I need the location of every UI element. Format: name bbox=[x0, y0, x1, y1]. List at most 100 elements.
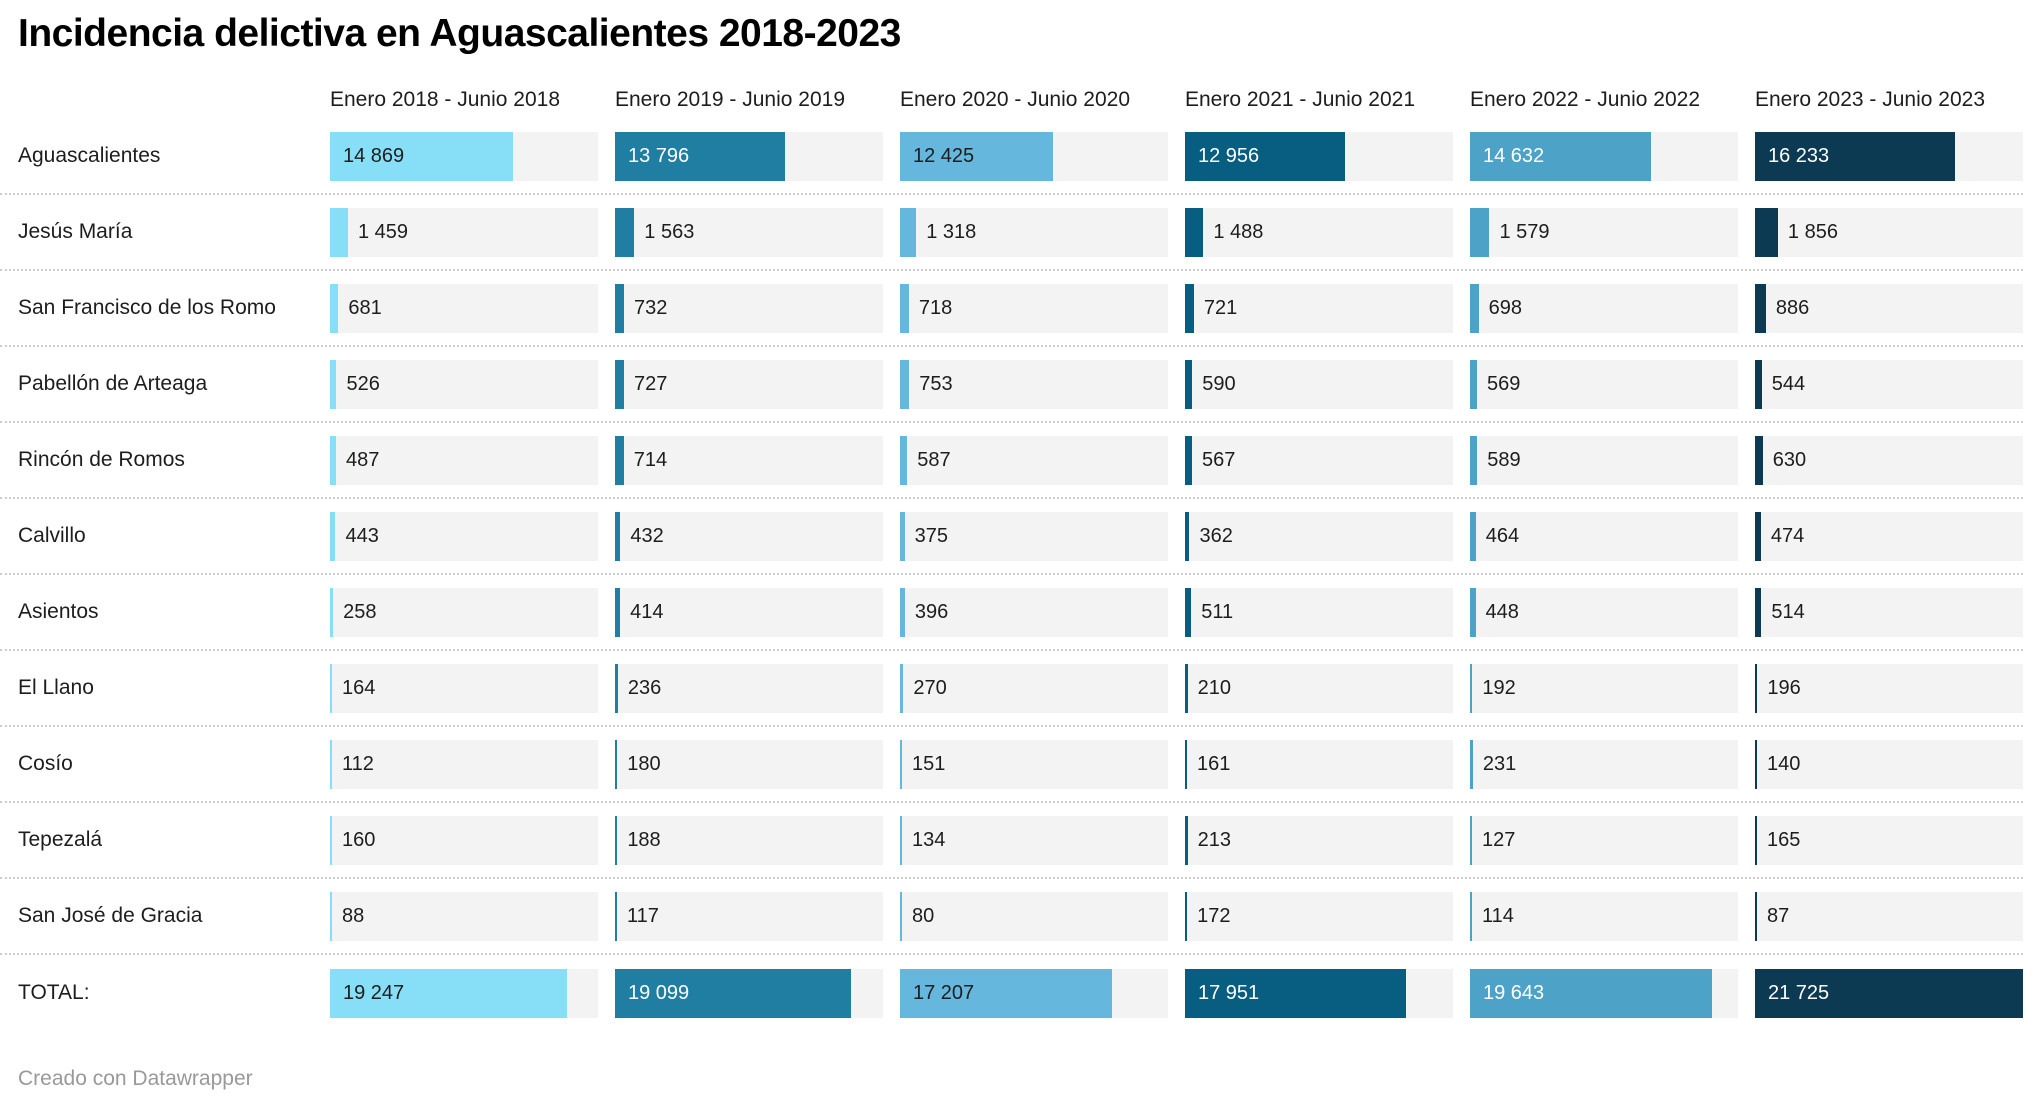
bar-cell: 19 643 bbox=[1470, 968, 1738, 1018]
bar bbox=[1755, 968, 2023, 1018]
bar-value-label: 362 bbox=[1199, 524, 1233, 547]
row-label: Pabellón de Arteaga bbox=[18, 372, 208, 395]
bar bbox=[330, 283, 339, 333]
bar bbox=[1185, 968, 1407, 1018]
bar bbox=[900, 739, 902, 789]
bar-cell: 19 247 bbox=[330, 968, 598, 1018]
chart-rows: Aguascalientes 14 869 13 796 12 425 12 956 14… bbox=[0, 119, 2023, 1031]
row-label: Rincón de Romos bbox=[18, 448, 185, 471]
bar bbox=[330, 511, 336, 561]
bar-cell: 12 425 bbox=[900, 131, 1168, 181]
bar-value-label: 414 bbox=[630, 600, 664, 623]
bar-value-label: 114 bbox=[1482, 904, 1514, 927]
bar bbox=[900, 968, 1113, 1018]
bar-value-label: 589 bbox=[1487, 448, 1521, 471]
bar-cell: 514 bbox=[1755, 587, 2023, 637]
bar-cell: 1 488 bbox=[1185, 207, 1453, 257]
bar-cell: 236 bbox=[615, 663, 883, 713]
row-label: Aguascalientes bbox=[18, 144, 161, 167]
bar-value-label: 375 bbox=[914, 524, 948, 547]
bar bbox=[330, 891, 332, 941]
bar bbox=[615, 739, 618, 789]
bar bbox=[1185, 891, 1188, 941]
bar bbox=[1755, 511, 1761, 561]
bar bbox=[330, 131, 514, 181]
bar bbox=[1755, 359, 1762, 409]
bar-value-label: 569 bbox=[1487, 372, 1521, 395]
bar bbox=[330, 663, 333, 713]
bar-value-label: 87 bbox=[1767, 904, 1790, 927]
bar bbox=[1470, 815, 1472, 865]
bar bbox=[1755, 739, 1757, 789]
bar-value-label: 1 856 bbox=[1787, 220, 1838, 243]
bar-value-label: 112 bbox=[342, 752, 374, 775]
bar bbox=[1755, 131, 1956, 181]
bar-cell: 134 bbox=[900, 815, 1168, 865]
bar-value-label: 1 488 bbox=[1213, 220, 1264, 243]
bar-cell: 448 bbox=[1470, 587, 1738, 637]
bar bbox=[1755, 815, 1758, 865]
bar bbox=[900, 359, 910, 409]
bar-cell: 727 bbox=[615, 359, 883, 409]
total-row: TOTAL: 19 247 19 099 17 207 17 951 19 643 21 7… bbox=[0, 955, 2023, 1031]
bar-cell: 17 951 bbox=[1185, 968, 1453, 1018]
municipality-row: Pabellón de Arteaga 526 727 753 590 569 544 bbox=[0, 347, 2023, 423]
bar-value-label: 526 bbox=[346, 372, 380, 395]
bar-cell: 362 bbox=[1185, 511, 1453, 561]
bar-cell: 718 bbox=[900, 283, 1168, 333]
row-label: Asientos bbox=[18, 600, 99, 623]
bar-cell: 1 856 bbox=[1755, 207, 2023, 257]
bar-value-label: 13 796 bbox=[628, 144, 690, 167]
bar bbox=[900, 435, 908, 485]
bar-cell: 1 563 bbox=[615, 207, 883, 257]
bar-value-label: 17 951 bbox=[1198, 981, 1260, 1004]
bar-cell: 258 bbox=[330, 587, 598, 637]
bar bbox=[615, 968, 851, 1018]
bar-value-label: 396 bbox=[914, 600, 949, 623]
municipality-row: San José de Gracia 88 117 80 172 114 87 bbox=[0, 879, 2023, 955]
column-header-2022: Enero 2022 - Junio 2022 bbox=[1470, 88, 1701, 111]
bar-cell: 21 725 bbox=[1755, 968, 2023, 1018]
bar-cell: 681 bbox=[330, 283, 598, 333]
bar-value-label: 714 bbox=[633, 448, 668, 471]
bar bbox=[1470, 663, 1473, 713]
row-label: Jesús María bbox=[18, 220, 133, 243]
bar bbox=[615, 131, 786, 181]
total-row-label: TOTAL: bbox=[18, 981, 90, 1004]
bar-value-label: 432 bbox=[630, 524, 664, 547]
bar bbox=[900, 815, 902, 865]
bar-cell: 630 bbox=[1755, 435, 2023, 485]
bar-value-label: 17 207 bbox=[913, 981, 975, 1004]
row-label: Calvillo bbox=[18, 524, 86, 547]
bar-value-label: 236 bbox=[627, 676, 662, 699]
column-header-2023: Enero 2023 - Junio 2023 bbox=[1755, 88, 1986, 111]
municipality-row: Calvillo 443 432 375 362 464 474 bbox=[0, 499, 2023, 575]
bar bbox=[1755, 207, 1778, 257]
bar-cell: 526 bbox=[330, 359, 598, 409]
bar-cell: 114 bbox=[1470, 891, 1738, 941]
bar-cell: 14 632 bbox=[1470, 131, 1738, 181]
bar-cell: 487 bbox=[330, 435, 598, 485]
bar-cell: 1 579 bbox=[1470, 207, 1738, 257]
bar bbox=[330, 968, 568, 1018]
bar-cell: 396 bbox=[900, 587, 1168, 637]
bar-cell: 1 459 bbox=[330, 207, 598, 257]
bar-value-label: 19 099 bbox=[628, 981, 690, 1004]
bar-value-label: 134 bbox=[912, 828, 946, 851]
bar-value-label: 886 bbox=[1775, 296, 1810, 319]
bar-cell: 12 956 bbox=[1185, 131, 1453, 181]
column-header-row: Enero 2018 - Junio 2018 Enero 2019 - Jun… bbox=[0, 88, 2023, 124]
bar-cell: 375 bbox=[900, 511, 1168, 561]
bar-cell: 714 bbox=[615, 435, 883, 485]
municipality-row: Asientos 258 414 396 511 448 514 bbox=[0, 575, 2023, 651]
bar bbox=[1755, 891, 1757, 941]
bar-value-label: 474 bbox=[1770, 524, 1805, 547]
bar bbox=[615, 891, 617, 941]
bar bbox=[1185, 359, 1193, 409]
bar bbox=[1185, 207, 1204, 257]
bar-value-label: 464 bbox=[1485, 524, 1520, 547]
bar-value-label: 14 632 bbox=[1483, 144, 1545, 167]
bar bbox=[1185, 815, 1188, 865]
bar-value-label: 727 bbox=[633, 372, 668, 395]
